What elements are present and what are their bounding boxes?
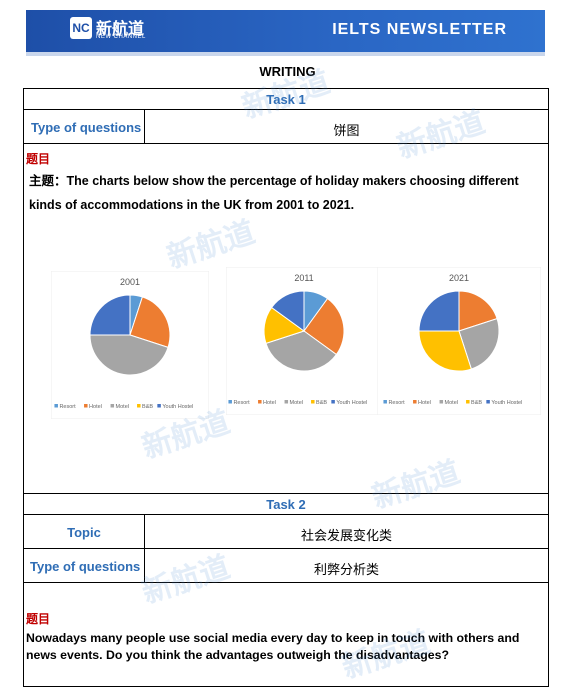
pie-slice-youth-hostel (89, 294, 131, 336)
task2-body: 题目 Nowadays many people use social media… (23, 582, 549, 687)
task2-topic-value-cell: 社会发展变化类 (144, 514, 549, 549)
task2-type-value-cell: 利弊分析类 (144, 548, 549, 583)
legend-swatch-youth-hostel (331, 400, 335, 404)
pie-chart-2011: 2011 Resort Hotel Motel B&B Youth Hostel (226, 267, 382, 415)
legend-label-youth-hostel: Youth Hostel (336, 400, 367, 406)
task2-heading: 题目 (26, 612, 51, 626)
task1-type-value: 饼图 (333, 123, 360, 138)
legend-swatch-motel (110, 404, 115, 408)
legend-label-motel: Motel (290, 400, 303, 406)
legend-label-b-b: B&B (142, 404, 153, 410)
task2-title: Task 2 (266, 497, 306, 512)
legend-swatch-motel (284, 400, 289, 404)
task1-type-label-cell: Type of questions (23, 109, 145, 144)
pie-slice-hotel (303, 297, 345, 356)
legend-label-resort: Resort (388, 400, 405, 406)
pie-slice-motel (265, 330, 338, 372)
task2-topic-value: 社会发展变化类 (300, 528, 392, 543)
task2-prompt-line2: news events. Do you think the advantages… (26, 648, 449, 662)
legend-swatch-hotel (413, 400, 417, 404)
logo-cn: 新航道 (96, 21, 145, 38)
task1-header: Task 1 (23, 88, 549, 110)
legend-label-b-b: B&B (316, 400, 327, 406)
legend-swatch-hotel (258, 400, 262, 404)
task2-topic-label-cell: Topic (23, 514, 145, 549)
logo-en: NEW CHANNEL (96, 34, 146, 40)
legend-swatch-b-b (311, 400, 315, 404)
chart-title: 2001 (120, 277, 140, 287)
logo-icon: NC (70, 17, 92, 39)
task1-prompt-line2: kinds of accommodations in the UK from 2… (29, 198, 355, 212)
newsletter-title: IELTS NEWSLETTER (332, 21, 507, 38)
task1-prompt-text1: The charts below show the percentage of … (66, 174, 519, 188)
pie-slice-hotel (458, 290, 498, 332)
legend-label-b-b: B&B (471, 400, 482, 406)
legend-swatch-resort (383, 400, 387, 404)
task2-type-label-cell: Type of questions (23, 548, 145, 583)
pie-slice-motel (89, 334, 169, 376)
legend-label-hotel: Hotel (418, 400, 431, 406)
legend-label-resort: Resort (233, 400, 250, 406)
task1-prompt-prefix: 主题： (29, 174, 67, 188)
task1-prompt: 主题：The charts below show the percentage … (29, 169, 549, 217)
legend-swatch-b-b (466, 400, 470, 404)
task2-header: Task 2 (23, 493, 549, 515)
task2-prompt-line1: Nowadays many people use social media ev… (26, 631, 520, 645)
task1-title: Task 1 (266, 92, 306, 107)
pie-slice-hotel (129, 296, 171, 348)
task2-type-label: Type of questions (30, 559, 141, 574)
legend-swatch-youth-hostel (486, 400, 490, 404)
pie-slice-b-b (418, 330, 472, 372)
task2-topic-label: Topic (67, 525, 101, 540)
pie-slice-youth-hostel (418, 290, 460, 332)
task2-prompt: Nowadays many people use social media ev… (26, 630, 550, 664)
legend-swatch-b-b (137, 404, 141, 408)
chart-title: 2021 (449, 273, 469, 283)
legend-label-hotel: Hotel (263, 400, 276, 406)
task1-type-label: Type of questions (31, 120, 142, 135)
pie-chart-2021: 2021 Resort Hotel Motel B&B Youth Hostel (377, 267, 541, 415)
legend-label-youth-hostel: Youth Hostel (162, 404, 193, 410)
task1-topic-label: 题目 (26, 152, 51, 166)
legend-swatch-resort (54, 404, 58, 408)
legend-label-hotel: Hotel (89, 404, 102, 410)
task1-prompt-line1: 主题：The charts below show the percentage … (29, 169, 549, 193)
task1-type-value-cell: 饼图 (144, 109, 549, 144)
legend-swatch-motel (439, 400, 444, 404)
legend-label-motel: Motel (445, 400, 458, 406)
legend-label-motel: Motel (116, 404, 129, 410)
legend-swatch-resort (228, 400, 232, 404)
section-title: WRITING (259, 64, 316, 79)
legend-label-resort: Resort (59, 404, 76, 410)
pie-slice-youth-hostel (270, 290, 305, 332)
legend-label-youth-hostel: Youth Hostel (491, 400, 522, 406)
chart-title: 2011 (294, 273, 313, 283)
task2-type-value: 利弊分析类 (313, 562, 379, 577)
legend-swatch-hotel (84, 404, 88, 408)
task1-body: 题目 主题：The charts below show the percenta… (23, 143, 549, 494)
pie-chart-2001: 2001 Resort Hotel Motel B&B Youth Hostel (51, 271, 209, 419)
legend-swatch-youth-hostel (157, 404, 161, 408)
newsletter-banner: NC 新航道 NEW CHANNEL IELTS NEWSLETTER (26, 10, 545, 56)
pie-slice-motel (458, 318, 500, 370)
